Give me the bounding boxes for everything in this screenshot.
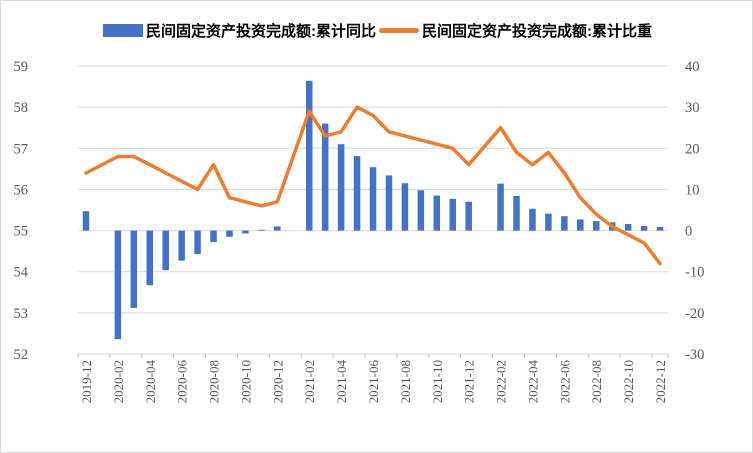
x-axis-labels: 2019-12 2020-02 2020-04 2020-06 2020-08 2020-… — [79, 360, 668, 404]
svg-text:2019-12: 2019-12 — [79, 360, 94, 403]
svg-text:40: 40 — [685, 59, 700, 75]
line-series-swatch-icon — [379, 27, 419, 33]
svg-text:2021-08: 2021-08 — [398, 360, 413, 403]
svg-text:-30: -30 — [685, 347, 704, 363]
bar-series-yoy — [82, 80, 664, 340]
svg-text:-20: -20 — [685, 306, 704, 322]
svg-text:59: 59 — [14, 59, 29, 75]
svg-text:2022-10: 2022-10 — [621, 360, 636, 403]
svg-text:2022-08: 2022-08 — [589, 360, 604, 403]
bar-series-swatch-icon — [103, 23, 143, 37]
legend-label-share: 民间固定资产投资完成额:累计比重 — [422, 22, 652, 40]
svg-text:20: 20 — [685, 141, 700, 157]
svg-text:2021-10: 2021-10 — [430, 360, 445, 403]
svg-text:2022-02: 2022-02 — [494, 360, 509, 403]
svg-text:2021-06: 2021-06 — [366, 360, 381, 404]
svg-text:55: 55 — [14, 224, 29, 240]
svg-text:54: 54 — [14, 265, 29, 281]
legend-label-yoy: 民间固定资产投资完成额:累计同比 — [146, 22, 376, 40]
legend-item-yoy: 民间固定资产投资完成额:累计同比 — [103, 20, 376, 41]
svg-text:2020-02: 2020-02 — [111, 360, 126, 403]
svg-text:2020-06: 2020-06 — [175, 360, 190, 404]
svg-text:57: 57 — [14, 141, 29, 157]
svg-text:2021-04: 2021-04 — [334, 360, 349, 404]
svg-text:2020-04: 2020-04 — [143, 360, 158, 404]
svg-text:53: 53 — [14, 306, 29, 322]
svg-text:2020-10: 2020-10 — [238, 360, 253, 403]
svg-text:2022-04: 2022-04 — [525, 360, 540, 404]
svg-text:30: 30 — [685, 100, 700, 116]
svg-text:52: 52 — [14, 347, 29, 363]
svg-text:2021-02: 2021-02 — [302, 360, 317, 403]
right-axis-labels: 40 30 20 10 0 -10 -20 -30 — [685, 59, 704, 363]
svg-text:0: 0 — [685, 224, 692, 240]
line-series-share — [84, 105, 662, 266]
svg-text:56: 56 — [14, 182, 29, 198]
svg-text:10: 10 — [685, 182, 700, 198]
svg-text:58: 58 — [14, 100, 29, 116]
x-axis-tick-marks — [77, 354, 669, 358]
left-axis-labels: 59 58 57 56 55 54 53 52 — [14, 59, 29, 363]
svg-text:2022-06: 2022-06 — [557, 360, 572, 404]
chart-legend: 民间固定资产投资完成额:累计同比 民间固定资产投资完成额:累计比重 — [1, 16, 752, 44]
legend-item-share: 民间固定资产投资完成额:累计比重 — [379, 20, 652, 41]
svg-text:2021-12: 2021-12 — [462, 360, 477, 403]
svg-text:2020-08: 2020-08 — [207, 360, 222, 403]
svg-text:-10: -10 — [685, 265, 704, 281]
svg-text:2022-12: 2022-12 — [653, 360, 668, 403]
svg-text:2020-12: 2020-12 — [270, 360, 285, 403]
